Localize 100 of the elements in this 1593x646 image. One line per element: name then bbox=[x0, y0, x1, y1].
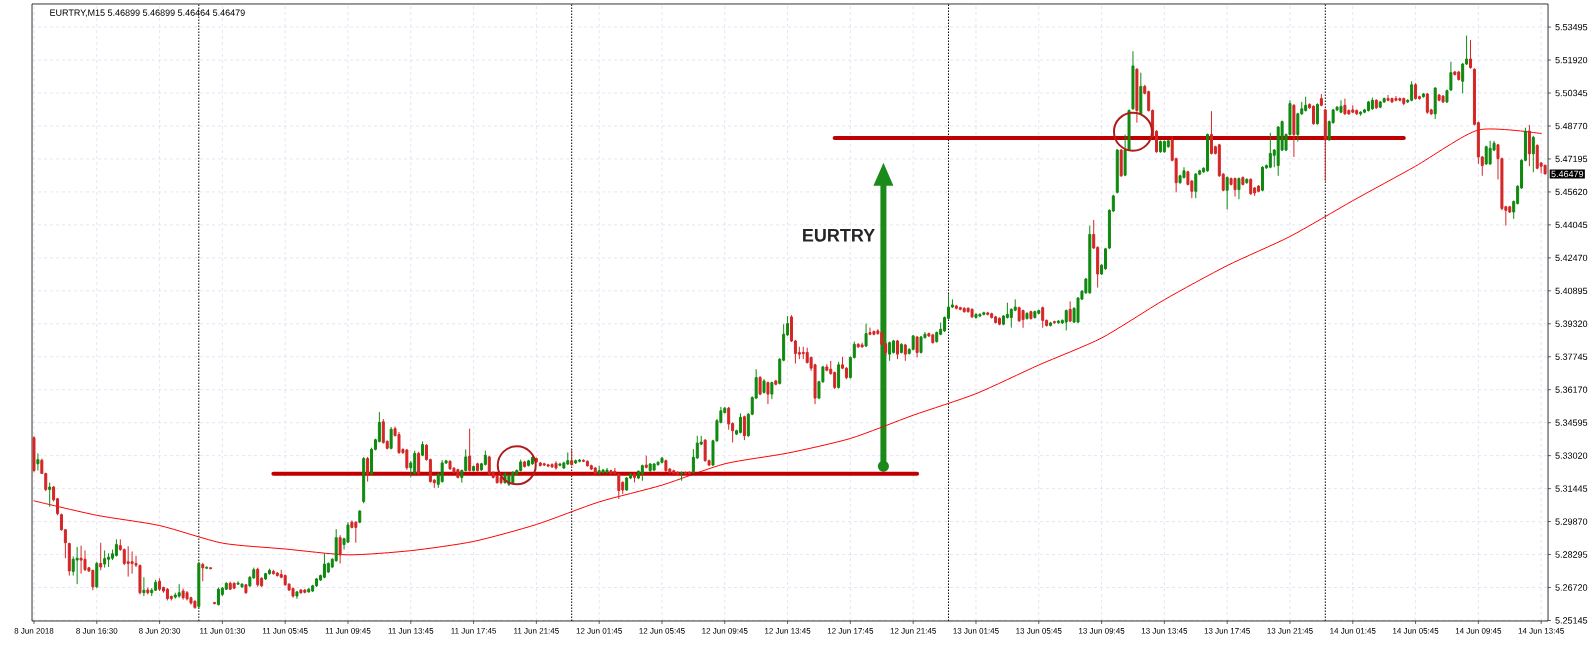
candlestick bbox=[1425, 92, 1429, 115]
candlestick bbox=[1484, 145, 1488, 166]
x-tick-label: 14 Jun 09:45 bbox=[1455, 628, 1502, 634]
candlestick bbox=[868, 327, 872, 336]
candlestick bbox=[1245, 177, 1249, 185]
candlestick bbox=[801, 346, 805, 360]
candlestick bbox=[589, 464, 593, 471]
candlestick bbox=[825, 363, 829, 372]
text: EURTRY,M15 5.46899 5.46899 5.46464 5.46479 bbox=[50, 9, 245, 17]
candlestick bbox=[1162, 139, 1166, 154]
candlestick bbox=[1237, 176, 1241, 200]
candlestick bbox=[550, 462, 554, 469]
candlestick bbox=[605, 467, 609, 474]
candlestick bbox=[495, 474, 499, 485]
x-tick-label: 14 Jun 01:45 bbox=[1330, 628, 1376, 634]
x-tick-label: 11 Jun 13:45 bbox=[388, 628, 434, 634]
candlestick bbox=[1158, 139, 1162, 154]
candlestick bbox=[625, 476, 629, 492]
candlestick bbox=[1441, 94, 1445, 104]
candlestick bbox=[1421, 92, 1425, 99]
candlestick bbox=[1068, 300, 1072, 323]
candlestick bbox=[998, 316, 1002, 326]
candlestick bbox=[295, 590, 299, 600]
candlestick bbox=[1049, 321, 1053, 327]
candlestick bbox=[1052, 320, 1056, 325]
candlestick bbox=[1319, 93, 1323, 107]
candlestick bbox=[32, 435, 36, 473]
candlestick bbox=[1268, 132, 1272, 169]
y-tick-label: 5.31445 bbox=[1555, 485, 1588, 492]
candlestick bbox=[538, 461, 542, 468]
candlestick bbox=[1355, 108, 1359, 116]
candlestick bbox=[640, 464, 644, 482]
candlestick bbox=[633, 472, 636, 483]
candlestick bbox=[1374, 98, 1378, 110]
candlestick bbox=[554, 460, 558, 471]
candlestick bbox=[228, 581, 232, 591]
candlestick bbox=[570, 449, 574, 467]
x-tick-label: 8 Jun 20:30 bbox=[139, 628, 181, 634]
candlestick bbox=[574, 459, 578, 465]
candlestick bbox=[899, 342, 903, 354]
candlestick bbox=[962, 306, 966, 314]
candlestick bbox=[888, 341, 892, 362]
candlestick bbox=[448, 459, 452, 471]
candlestick bbox=[275, 571, 279, 578]
candlestick bbox=[213, 601, 217, 605]
candlestick bbox=[75, 546, 79, 585]
y-tick-label: 5.37745 bbox=[1555, 353, 1588, 360]
y-tick-label: 5.28295 bbox=[1555, 551, 1588, 558]
y-tick-label: 5.44045 bbox=[1555, 221, 1588, 229]
candlestick bbox=[193, 599, 197, 610]
candlestick bbox=[440, 459, 444, 484]
x-tick-label: 13 Jun 21:45 bbox=[1267, 628, 1313, 634]
x-tick-label: 12 Jun 13:45 bbox=[765, 628, 811, 634]
candlestick bbox=[672, 469, 676, 475]
candlestick bbox=[1414, 82, 1418, 101]
candlestick bbox=[648, 462, 652, 473]
candlestick bbox=[1194, 172, 1198, 199]
candlestick bbox=[986, 311, 990, 316]
candlestick bbox=[1025, 311, 1029, 321]
candlestick bbox=[99, 542, 103, 571]
candlestick bbox=[978, 312, 982, 318]
candlestick bbox=[354, 520, 358, 544]
candlestick bbox=[36, 452, 40, 471]
candlestick bbox=[181, 588, 185, 601]
candlestick bbox=[652, 462, 656, 472]
x-tick-label: 12 Jun 09:45 bbox=[702, 628, 748, 634]
candlestick bbox=[1233, 176, 1237, 198]
candlestick bbox=[660, 456, 664, 464]
candlestick bbox=[1037, 309, 1041, 315]
candlestick bbox=[456, 468, 460, 479]
candlestick bbox=[1398, 97, 1402, 102]
candlestick bbox=[954, 304, 958, 310]
y-tick-label: 5.45620 bbox=[1555, 188, 1588, 196]
candlestick bbox=[523, 460, 527, 469]
candlestick bbox=[856, 342, 860, 349]
candlestick bbox=[1276, 125, 1280, 177]
candlestick bbox=[267, 568, 271, 576]
candlestick bbox=[601, 468, 605, 474]
candlestick bbox=[1166, 139, 1170, 149]
candlestick bbox=[872, 329, 876, 336]
candlestick bbox=[919, 335, 923, 354]
annotation: EURTRY bbox=[803, 229, 875, 242]
x-tick-label: 13 Jun 09:45 bbox=[1079, 628, 1125, 634]
candlestick bbox=[644, 455, 648, 469]
candlestick bbox=[758, 375, 762, 396]
x-tick-label: 8 Jun 16:30 bbox=[76, 628, 118, 634]
candlestick bbox=[1209, 110, 1213, 155]
candlestick bbox=[581, 458, 585, 463]
candlestick bbox=[990, 312, 994, 320]
candlestick bbox=[558, 462, 562, 467]
candlestick bbox=[895, 339, 899, 360]
candlestick bbox=[381, 418, 385, 445]
candlestick bbox=[1041, 306, 1045, 329]
candlestick bbox=[915, 335, 919, 358]
x-tick-label: 12 Jun 21:45 bbox=[890, 628, 936, 634]
candlestick bbox=[593, 466, 597, 475]
y-tick-label: 5.39320 bbox=[1555, 320, 1588, 327]
candlestick bbox=[519, 459, 523, 473]
candlestick bbox=[738, 412, 742, 434]
candlestick bbox=[264, 572, 268, 581]
